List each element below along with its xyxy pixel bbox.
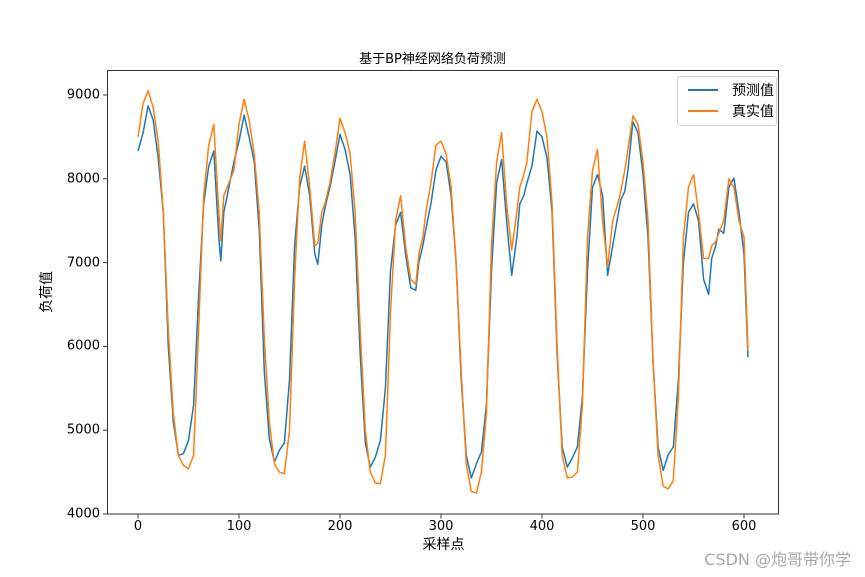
y-tick-label: 8000	[66, 171, 100, 187]
tick-marks	[103, 94, 745, 519]
x-tick-label: 600	[731, 519, 757, 534]
legend-item-predicted: 预测值	[688, 80, 774, 100]
legend-item-actual: 真实值	[688, 101, 774, 121]
x-axis-label: 采样点	[422, 537, 465, 553]
x-tick-label: 0	[133, 519, 143, 534]
legend-label-actual: 真实值	[732, 104, 774, 120]
series-line	[137, 90, 749, 494]
x-tick-label: 300	[428, 519, 454, 534]
legend-line-actual	[688, 110, 718, 112]
y-tick-label: 4000	[66, 506, 100, 522]
x-tick-label: 500	[630, 519, 656, 534]
legend-line-predicted	[688, 89, 718, 91]
y-axis-label: 负荷值	[39, 271, 55, 313]
legend-label-predicted: 预测值	[732, 83, 774, 99]
y-tick-label: 5000	[66, 422, 100, 438]
chart-title: 基于BP神经网络负荷预测	[359, 52, 506, 67]
y-tick-label: 9000	[66, 87, 100, 103]
y-tick-label: 7000	[66, 255, 100, 271]
x-tick-label: 100	[226, 519, 252, 534]
series-layer	[137, 90, 749, 494]
series-line	[137, 105, 749, 479]
x-tick-label: 400	[529, 519, 555, 534]
axes-frame	[107, 70, 779, 515]
y-tick-label: 6000	[66, 338, 100, 354]
watermark: CSDN @炮哥带你学	[704, 550, 851, 569]
x-tick-label: 200	[327, 519, 353, 534]
legend: 预测值 真实值	[677, 76, 777, 126]
